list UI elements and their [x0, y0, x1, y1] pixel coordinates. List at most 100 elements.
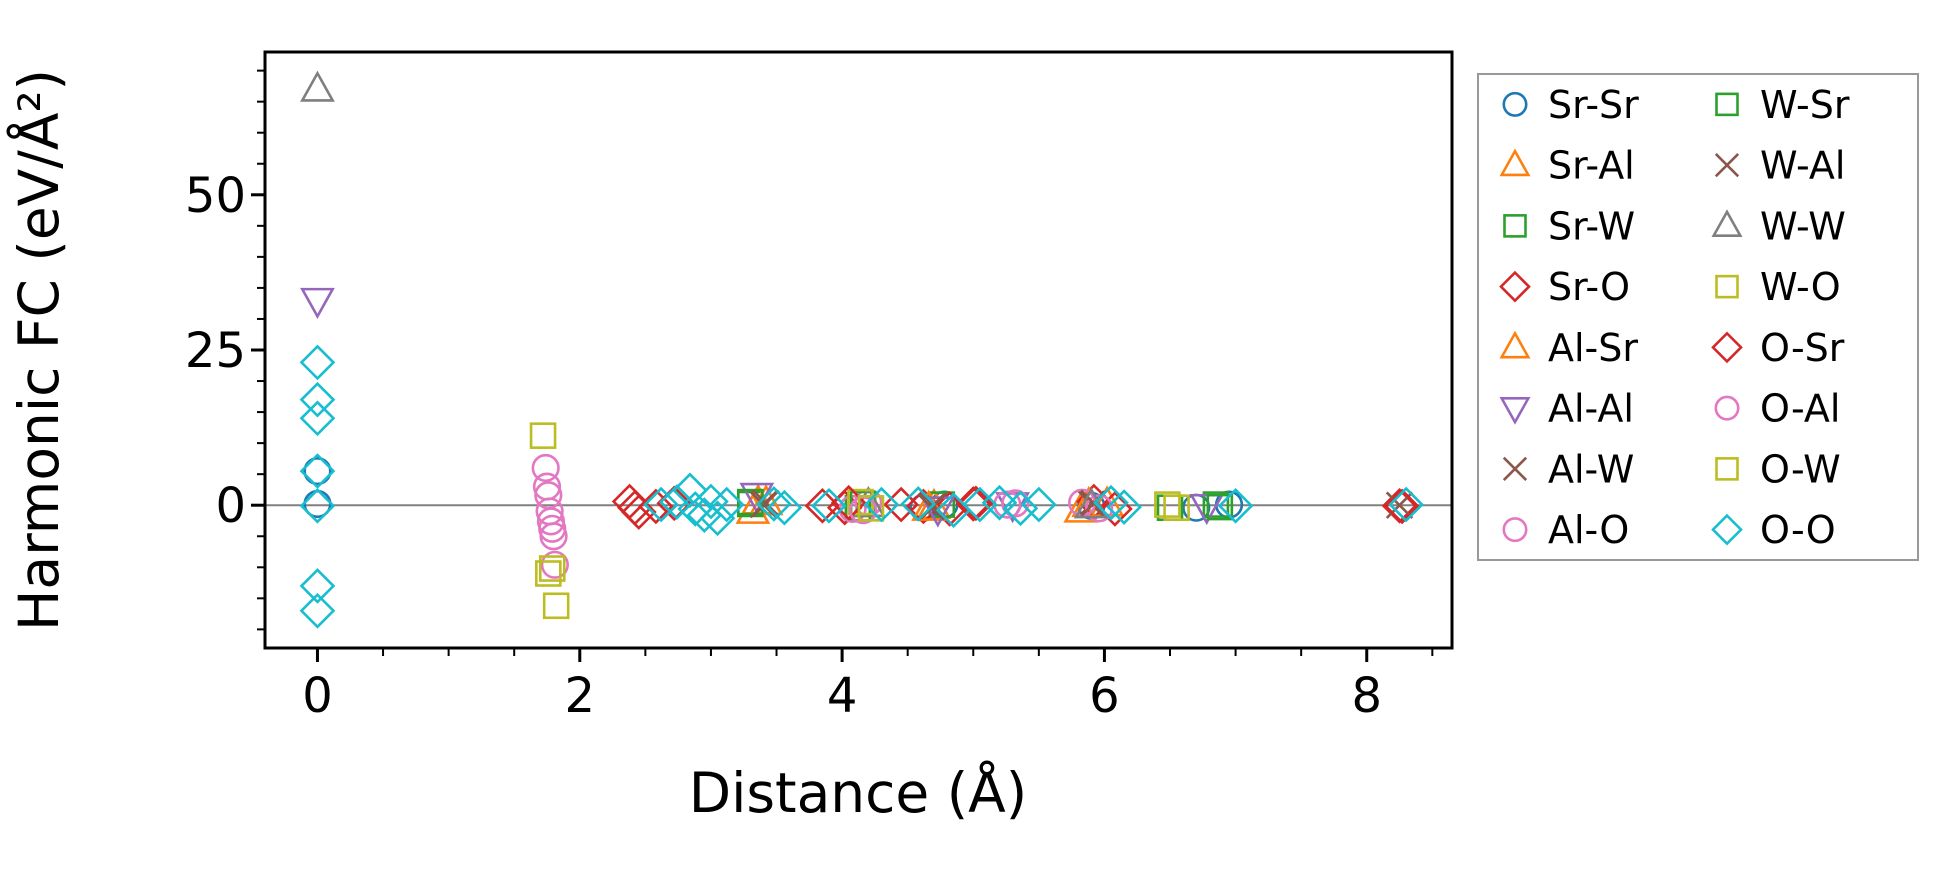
data-point	[299, 344, 336, 381]
data-point	[1154, 491, 1181, 518]
legend-marker-sr-w-icon	[1503, 214, 1527, 238]
x-tick-label: 6	[1089, 668, 1120, 724]
series-sr-o	[611, 483, 1418, 530]
data-point	[900, 486, 937, 522]
legend-label: Sr-W	[1548, 204, 1635, 248]
data-point	[693, 483, 729, 520]
data-point	[540, 550, 569, 579]
legend-label: Al-O	[1548, 508, 1629, 552]
legend-marker-w-sr-icon	[1715, 92, 1739, 117]
data-point	[1163, 494, 1190, 521]
legend-marker-w-o-icon	[1715, 274, 1739, 299]
legend-label: W-W	[1760, 204, 1846, 248]
legend-item: Sr-W	[1503, 204, 1635, 248]
data-point	[300, 70, 335, 102]
series-w-w	[300, 70, 1109, 519]
data-point	[699, 500, 736, 537]
plot-border	[263, 50, 1454, 650]
data-point	[617, 489, 653, 526]
legend-marker-sr-al-icon	[1499, 148, 1531, 177]
legend-item: O-W	[1715, 447, 1841, 491]
data-point	[1217, 487, 1254, 524]
series-o-al	[532, 472, 1030, 543]
x-tick-label: 4	[827, 668, 858, 724]
legend-item: W-O	[1715, 265, 1841, 309]
data-layer	[299, 70, 1424, 629]
data-point	[1381, 487, 1418, 524]
data-point	[1093, 484, 1129, 521]
legend-marker-o-al-icon	[1714, 395, 1740, 421]
data-point	[1002, 490, 1039, 527]
data-point	[1106, 489, 1142, 525]
data-point	[643, 486, 679, 523]
legend-marker-o-w-icon	[1715, 457, 1739, 481]
data-point	[911, 489, 947, 521]
legend-item: Sr-Al	[1499, 144, 1635, 188]
data-point	[299, 487, 336, 524]
data-point	[736, 488, 764, 516]
legend-marker-al-o-icon	[1502, 517, 1528, 543]
data-point	[1202, 491, 1230, 518]
legend-marker-al-sr-icon	[1499, 330, 1531, 359]
data-point	[535, 560, 562, 587]
legend-item: Al-W	[1502, 447, 1634, 491]
data-point	[532, 472, 562, 501]
series-w-o	[529, 422, 1181, 620]
x-axis-label: Distance (Å)	[689, 760, 1028, 825]
legend-box	[1477, 73, 1919, 561]
frame-layer	[263, 50, 1454, 650]
data-point	[850, 485, 886, 518]
legend-item: Al-Al	[1499, 387, 1634, 431]
axes-layer: 0 2 4 6 8 0 25 50	[185, 69, 1452, 724]
data-point	[1384, 488, 1420, 525]
data-point	[299, 400, 336, 437]
data-point	[863, 486, 900, 523]
legend-item: O-O	[1711, 508, 1836, 552]
legend-marker-o-o-icon	[1711, 513, 1743, 546]
legend-marker-w-al-icon	[1714, 153, 1740, 178]
legend-item: Sr-O	[1499, 265, 1630, 309]
data-point	[299, 381, 336, 418]
legend-label: Sr-Al	[1548, 144, 1635, 188]
y-axis-label: Harmonic FC (eV/Å²)	[6, 69, 71, 631]
legend-label: W-Sr	[1760, 83, 1850, 127]
data-point	[955, 486, 992, 522]
legend-item: W-W	[1711, 204, 1846, 248]
legend-item: Sr-Sr	[1502, 83, 1639, 127]
legend-item: O-Sr	[1711, 326, 1845, 370]
legend-label: Sr-Sr	[1548, 83, 1639, 127]
y-tick-label: 25	[185, 323, 246, 379]
series-al-o	[531, 453, 1114, 579]
legend-marker-o-sr-icon	[1711, 331, 1743, 364]
data-point	[920, 496, 956, 528]
legend-item: Al-Sr	[1499, 326, 1638, 370]
legend-marker-sr-sr-icon	[1502, 91, 1528, 117]
legend-item: W-Al	[1714, 144, 1845, 188]
data-point	[659, 484, 695, 520]
data-point	[677, 491, 714, 527]
legend-marker-sr-o-icon	[1499, 270, 1531, 303]
legend-label: O-W	[1760, 447, 1841, 491]
legend-item: O-Al	[1714, 387, 1840, 431]
legend-label: Al-Sr	[1548, 326, 1638, 370]
data-point	[529, 422, 557, 449]
legend-label: Al-Al	[1548, 387, 1634, 431]
data-point	[708, 486, 745, 523]
data-point	[752, 489, 780, 518]
series-o-o	[299, 344, 1424, 629]
data-point	[538, 555, 566, 582]
data-point	[299, 592, 336, 629]
legend-marker-al-al-icon	[1499, 397, 1531, 425]
data-point	[538, 514, 567, 543]
data-point	[1206, 493, 1234, 521]
legend-marker-al-w-icon	[1502, 456, 1528, 481]
data-point	[756, 486, 792, 522]
data-point	[811, 487, 847, 524]
data-point	[961, 486, 998, 523]
data-point	[766, 489, 803, 526]
legend: Sr-Sr Sr-Al Sr-W Sr-O Al-Sr Al-Al Al-W Al-O W-Sr…	[1477, 73, 1919, 561]
legend-label: Sr-O	[1548, 265, 1630, 309]
data-point	[1085, 494, 1114, 523]
x-tick-label: 2	[565, 668, 596, 724]
